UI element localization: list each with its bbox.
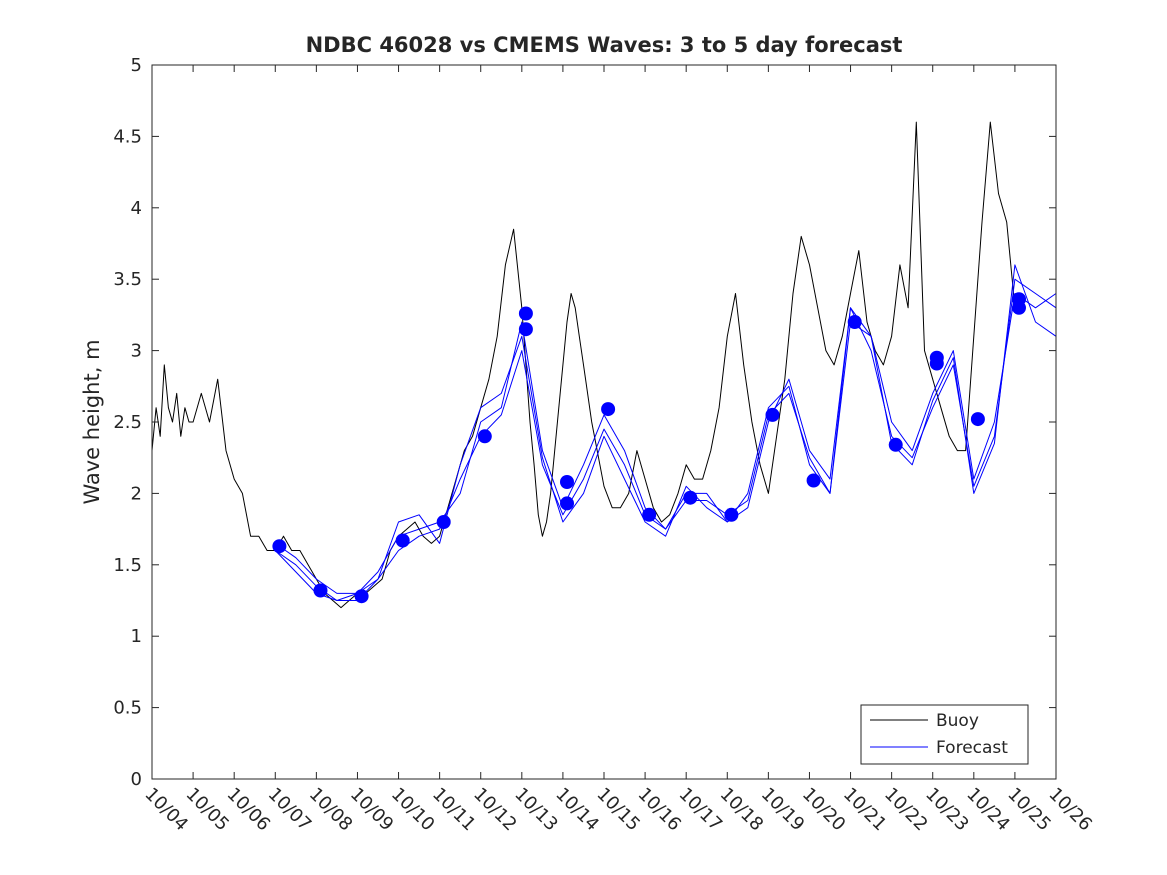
y-axis: 0 0.5 1 1.5 2 2.5 3 3.5 4 4.5 5	[113, 55, 1056, 790]
y-tick-label: 1.5	[113, 555, 142, 576]
legend-box	[860, 704, 1029, 765]
forecast-marker	[354, 589, 369, 604]
forecast-marker	[1012, 300, 1026, 315]
y-tick-label: 3	[131, 341, 142, 362]
forecast-marker	[518, 306, 533, 321]
forecast-marker	[560, 475, 574, 489]
plot-area	[152, 65, 1056, 779]
forecast-marker	[436, 515, 451, 529]
forecast-marker	[970, 412, 985, 427]
legend-forecast-label: Forecast	[936, 738, 1008, 758]
y-tick-label: 1	[131, 626, 142, 647]
forecast-marker	[395, 533, 410, 548]
forecast-marker	[560, 496, 574, 511]
forecast-marker	[272, 539, 287, 554]
forecast-marker	[683, 490, 698, 505]
forecast-marker	[806, 473, 821, 488]
forecast-series-line	[274, 264, 1057, 601]
y-tick-label: 3.5	[113, 269, 142, 290]
y-tick-label: 2.5	[113, 412, 142, 433]
y-tick-label: 5	[131, 55, 142, 76]
forecast-marker	[888, 437, 903, 452]
y-tick-label: 0	[131, 769, 142, 790]
forecast-marker	[601, 402, 616, 417]
forecast-marker	[847, 315, 862, 329]
y-axis-label: Wave height, m	[80, 339, 104, 504]
forecast-marker	[765, 407, 780, 422]
y-tick-label: 0.5	[113, 698, 142, 719]
y-tick-label: 2	[131, 483, 142, 504]
plot-markers	[272, 292, 1026, 604]
legend-buoy-label: Buoy	[936, 711, 979, 731]
forecast-marker	[313, 583, 328, 598]
forecast-marker	[642, 507, 657, 522]
forecast-marker	[724, 507, 739, 522]
y-tick-label: 4	[131, 198, 142, 219]
legend: Buoy Forecast	[860, 704, 1029, 765]
forecast-marker	[518, 322, 533, 337]
forecast-marker	[477, 429, 492, 444]
chart-title: NDBC 46028 vs CMEMS Waves: 3 to 5 day fo…	[306, 33, 903, 57]
forecast-marker	[929, 356, 944, 371]
y-tick-label: 4.5	[113, 126, 142, 147]
